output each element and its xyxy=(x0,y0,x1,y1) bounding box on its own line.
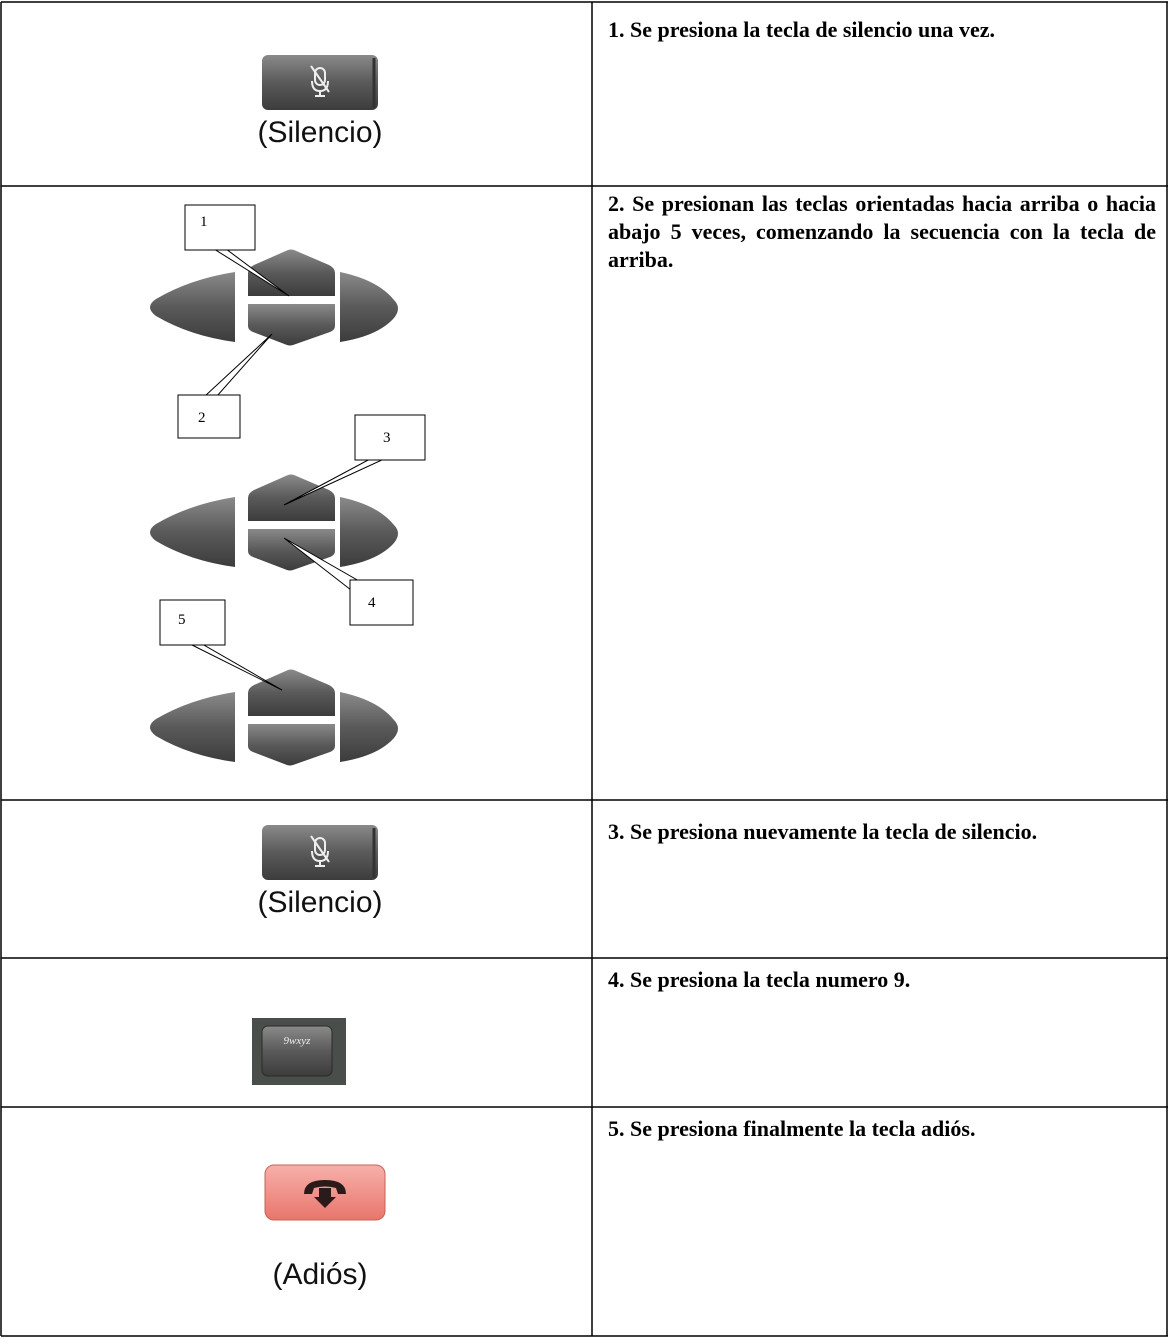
key-label: 9wxyz xyxy=(284,1035,312,1047)
nav-pad xyxy=(150,249,398,346)
callout-number: 4 xyxy=(368,595,376,611)
key-9 xyxy=(261,1025,333,1077)
callout-pointer xyxy=(189,643,283,691)
callout-box xyxy=(184,204,256,251)
callout-number: 3 xyxy=(383,430,391,446)
callout-box xyxy=(159,599,226,646)
key-label: (Silencio) xyxy=(257,116,382,149)
mute-key xyxy=(260,53,380,112)
callout-pointer xyxy=(203,333,273,397)
key-label: (Adiós) xyxy=(272,1258,367,1291)
step-text: 1. Se presiona la tecla de silencio una … xyxy=(608,17,996,42)
callout-number: 1 xyxy=(200,214,208,230)
step-text: 3. Se presiona nuevamente la tecla de si… xyxy=(608,819,1038,844)
callout-number: 2 xyxy=(198,410,206,426)
step-text: 4. Se presiona la tecla numero 9. xyxy=(608,967,911,992)
key-label: (Silencio) xyxy=(257,886,382,919)
callout-number: 5 xyxy=(178,612,186,628)
step-text: 2. Se presionan las teclas orientadas ha… xyxy=(608,191,1156,272)
callout-box xyxy=(349,579,414,626)
callout-box xyxy=(354,414,426,461)
mute-key xyxy=(260,823,380,882)
nav-pad xyxy=(150,474,398,571)
handset-icon xyxy=(304,1180,346,1208)
callout-box xyxy=(177,394,241,439)
nav-pad xyxy=(150,669,398,766)
step-text: 5. Se presiona finalmente la tecla adiós… xyxy=(608,1116,976,1141)
